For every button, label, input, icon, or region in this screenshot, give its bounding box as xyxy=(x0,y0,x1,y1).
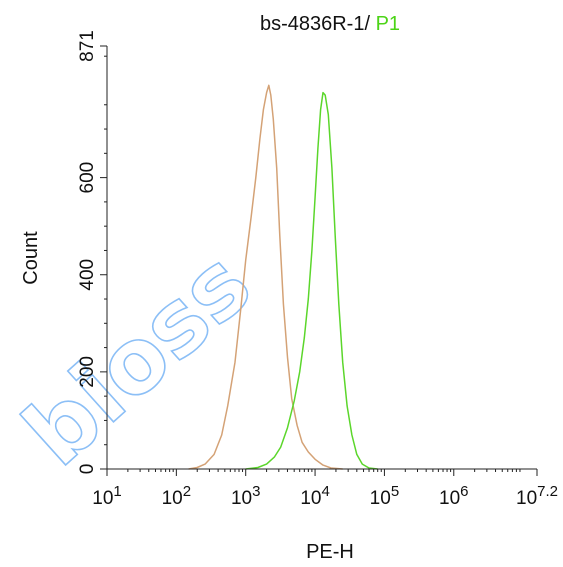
x-tick-label-6: 107.2 xyxy=(516,483,558,509)
axes xyxy=(100,45,538,476)
y-axis-title: Count xyxy=(20,231,42,285)
chart-title-part-1: P1 xyxy=(376,13,400,35)
x-tick-label-5: 106 xyxy=(439,483,468,509)
chart-title: bs-4836R-1/ P1 xyxy=(260,13,400,35)
axis-labels: 101 102 103 104 105 106 107.2 0 200 400 600 871 PE-H… xyxy=(20,13,558,563)
x-tick-label-0: 101 xyxy=(92,483,121,509)
chart-title-part-0: bs-4836R-1/ xyxy=(260,13,376,35)
plot-area xyxy=(188,84,378,470)
y-tick-label-0: 0 xyxy=(77,464,98,475)
watermark-text: bioss xyxy=(4,232,271,487)
x-axis-title: PE-H xyxy=(306,541,354,563)
y-tick-label-2: 400 xyxy=(77,259,98,291)
x-tick-label-3: 104 xyxy=(300,483,329,509)
series-line-2 xyxy=(245,91,378,470)
series-line-1 xyxy=(188,84,343,470)
x-tick-label-2: 103 xyxy=(231,483,260,509)
y-tick-label-3: 600 xyxy=(77,162,98,194)
y-tick-label-1: 200 xyxy=(77,356,98,388)
x-tick-label-1: 102 xyxy=(162,483,191,509)
x-tick-label-4: 105 xyxy=(370,483,399,509)
watermark: bioss xyxy=(4,231,272,487)
y-tick-label-4: 871 xyxy=(77,30,98,62)
